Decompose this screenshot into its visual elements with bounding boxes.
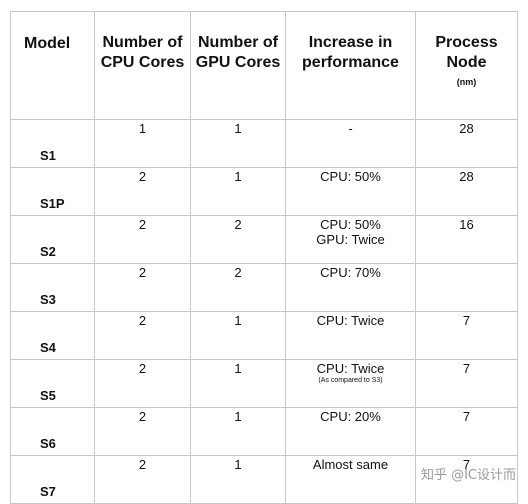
performance-note: (As compared to S3) bbox=[318, 377, 383, 384]
performance-value: CPU: 70% bbox=[320, 265, 381, 280]
gpu-cores-value: 2 bbox=[234, 217, 242, 232]
table-row: S3 2 2 CPU: 70% bbox=[10, 263, 518, 312]
table-row: S5 2 1 CPU: Twice (As compared to S3) 7 bbox=[10, 359, 518, 408]
cell-performance: - bbox=[285, 119, 416, 168]
header-process-unit: (nm) bbox=[456, 77, 477, 87]
cell-performance: CPU: Twice (As compared to S3) bbox=[285, 359, 416, 408]
cell-performance: CPU: 20% bbox=[285, 407, 416, 456]
cpu-cores-value: 2 bbox=[138, 361, 147, 376]
process-node-value: 7 bbox=[462, 361, 471, 376]
performance-value: CPU: Twice bbox=[316, 361, 385, 376]
cpu-cores-value: 2 bbox=[138, 169, 147, 184]
cell-performance: Almost same bbox=[285, 455, 416, 504]
cell-model: S4 bbox=[10, 311, 95, 360]
gpu-cores-value: 1 bbox=[234, 457, 242, 472]
model-name: S1P bbox=[40, 196, 65, 211]
cpu-cores-value: 2 bbox=[138, 409, 147, 424]
performance-value: CPU: 20% bbox=[320, 409, 381, 424]
process-node-value: 28 bbox=[459, 121, 474, 136]
model-name: S6 bbox=[40, 436, 56, 451]
cell-cpu-cores: 2 bbox=[94, 359, 191, 408]
cell-process-node: 16 bbox=[415, 215, 518, 264]
process-node-value: 7 bbox=[462, 457, 471, 472]
cell-model: S5 bbox=[10, 359, 95, 408]
watermark: 知乎 @IC设计而 bbox=[420, 468, 516, 483]
process-node-value: 28 bbox=[459, 169, 474, 184]
process-node-value: 7 bbox=[462, 313, 471, 328]
header-cpu-cores: Number of CPU Cores bbox=[94, 11, 191, 120]
cell-process-node: 28 bbox=[415, 119, 518, 168]
table-row: S1P 2 1 CPU: 50% 28 bbox=[10, 167, 518, 216]
performance-value: CPU: Twice bbox=[316, 313, 385, 328]
cell-performance: CPU: 50% bbox=[285, 167, 416, 216]
gpu-cores-value: 1 bbox=[234, 169, 242, 184]
cell-cpu-cores: 1 bbox=[94, 119, 191, 168]
gpu-cores-value: 1 bbox=[234, 121, 242, 136]
cell-model: S2 bbox=[10, 215, 95, 264]
cell-gpu-cores: 1 bbox=[190, 119, 286, 168]
cell-cpu-cores: 2 bbox=[94, 455, 191, 504]
model-name: S7 bbox=[40, 484, 56, 499]
performance-value: - bbox=[348, 121, 353, 136]
header-process-node: Process Node (nm) bbox=[415, 11, 518, 120]
cpu-cores-value: 1 bbox=[138, 121, 147, 136]
cell-gpu-cores: 1 bbox=[190, 407, 286, 456]
process-node-value: 7 bbox=[462, 409, 471, 424]
cell-performance: CPU: Twice bbox=[285, 311, 416, 360]
cell-cpu-cores: 2 bbox=[94, 215, 191, 264]
cell-process-node: 7 bbox=[415, 359, 518, 408]
table-row: S4 2 1 CPU: Twice 7 bbox=[10, 311, 518, 360]
cell-cpu-cores: 2 bbox=[94, 407, 191, 456]
cell-model: S7 bbox=[10, 455, 95, 504]
model-name: S3 bbox=[40, 292, 56, 307]
table-row: S2 2 2 CPU: 50% GPU: Twice 16 bbox=[10, 215, 518, 264]
cell-process-node: 7 bbox=[415, 311, 518, 360]
cell-cpu-cores: 2 bbox=[94, 263, 191, 312]
cell-process-node: 28 bbox=[415, 167, 518, 216]
cell-model: S1 bbox=[10, 119, 95, 168]
cell-gpu-cores: 1 bbox=[190, 455, 286, 504]
cell-process-node bbox=[415, 263, 518, 312]
header-model: Model bbox=[10, 11, 95, 120]
cell-gpu-cores: 2 bbox=[190, 215, 286, 264]
gpu-cores-value: 2 bbox=[234, 265, 242, 280]
header-gpu-cores: Number of GPU Cores bbox=[190, 11, 286, 120]
cell-gpu-cores: 1 bbox=[190, 311, 286, 360]
model-name: S4 bbox=[40, 340, 56, 355]
performance-value: CPU: 50% bbox=[320, 169, 381, 184]
cell-model: S1P bbox=[10, 167, 95, 216]
performance-value: Almost same bbox=[312, 457, 389, 472]
process-node-value: 16 bbox=[459, 217, 474, 232]
comparison-table: Model Number of CPU Cores Number of GPU … bbox=[10, 11, 518, 504]
cell-model: S3 bbox=[10, 263, 95, 312]
cell-cpu-cores: 2 bbox=[94, 311, 191, 360]
cell-performance: CPU: 50% GPU: Twice bbox=[285, 215, 416, 264]
cell-gpu-cores: 1 bbox=[190, 167, 286, 216]
model-name: S1 bbox=[40, 148, 56, 163]
cpu-cores-value: 2 bbox=[138, 217, 147, 232]
cell-model: S6 bbox=[10, 407, 95, 456]
header-row: Model Number of CPU Cores Number of GPU … bbox=[10, 11, 518, 120]
gpu-cores-value: 1 bbox=[234, 361, 242, 376]
table-row: S6 2 1 CPU: 20% 7 bbox=[10, 407, 518, 456]
model-name: S5 bbox=[40, 388, 56, 403]
cpu-cores-value: 2 bbox=[138, 457, 147, 472]
gpu-cores-value: 1 bbox=[234, 313, 242, 328]
performance-value: CPU: 50% bbox=[320, 217, 381, 232]
cpu-cores-value: 2 bbox=[138, 313, 147, 328]
gpu-cores-value: 1 bbox=[234, 409, 242, 424]
cell-gpu-cores: 2 bbox=[190, 263, 286, 312]
cpu-cores-value: 2 bbox=[138, 265, 147, 280]
cell-gpu-cores: 1 bbox=[190, 359, 286, 408]
header-process-label: Process Node bbox=[435, 34, 498, 71]
performance-value-2: GPU: Twice bbox=[316, 232, 385, 247]
model-name: S2 bbox=[40, 244, 56, 259]
header-performance: Increase in performance bbox=[285, 11, 416, 120]
cell-cpu-cores: 2 bbox=[94, 167, 191, 216]
table-row: S1 1 1 - 28 bbox=[10, 119, 518, 168]
cell-performance: CPU: 70% bbox=[285, 263, 416, 312]
cell-process-node: 7 bbox=[415, 407, 518, 456]
